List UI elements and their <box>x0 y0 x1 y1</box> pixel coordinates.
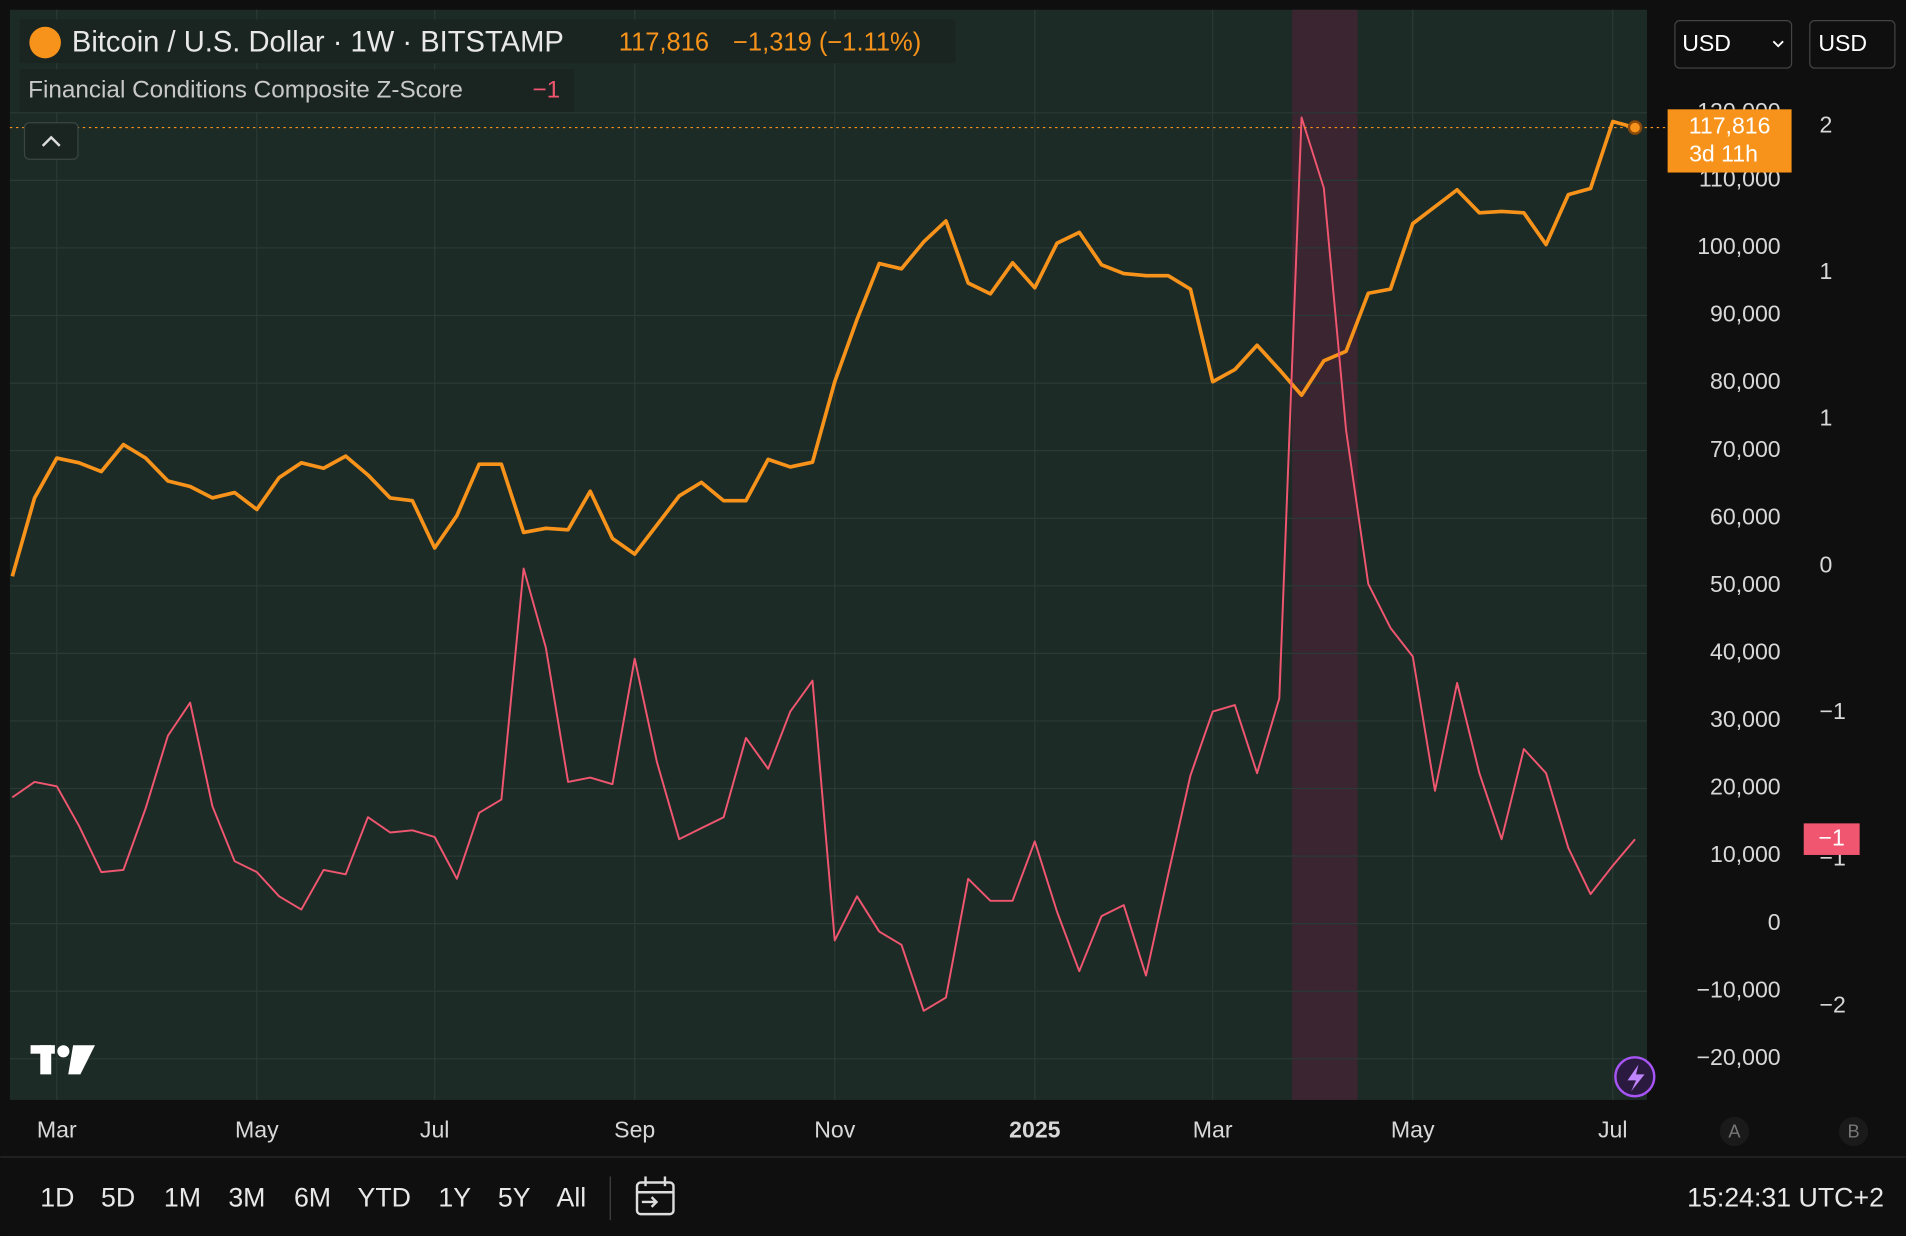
z-tag-value: −1 <box>1819 824 1845 850</box>
price-tag-value: 117,816 <box>1689 113 1771 139</box>
x-tick-label: Sep <box>614 1117 655 1143</box>
indicator-value: −1 <box>532 77 560 104</box>
range-button[interactable]: 1D <box>40 1183 74 1213</box>
currency: USD <box>1818 30 1867 56</box>
header-bar <box>19 19 956 64</box>
date-range-icon[interactable] <box>635 1176 675 1216</box>
y-tick-label: 10,000 <box>1710 841 1781 867</box>
indicator-name: Financial Conditions Composite Z-Score <box>28 77 463 104</box>
y-tick-label: 60,000 <box>1710 503 1781 529</box>
y2-tick-label: 1 <box>1820 258 1833 284</box>
assistant-icon <box>1627 1064 1645 1092</box>
y-tick-label: −10,000 <box>1697 976 1781 1002</box>
collapse-icon <box>41 135 61 147</box>
last-price: 117,816 <box>619 28 709 56</box>
price-tag <box>1667 109 1792 173</box>
y2-tick-label: 2 <box>1820 111 1833 137</box>
z-tag <box>1803 823 1860 855</box>
series-line <box>11 116 1636 1012</box>
coin-icon <box>29 26 61 59</box>
y-tick-label: 50,000 <box>1710 571 1781 597</box>
clock: 15:24:31 UTC+2 <box>1687 1183 1884 1213</box>
logo <box>30 1045 95 1075</box>
symbol: Bitcoin / U.S. Dollar · 1W · BITSTAMP <box>72 26 564 58</box>
price-tag-countdown: 3d 11h <box>1689 141 1758 167</box>
y-tick-label: 0 <box>1768 909 1781 935</box>
scale-label: A <box>1728 1121 1741 1142</box>
y-tick-label: 80,000 <box>1710 368 1781 394</box>
currency-select[interactable] <box>1674 20 1793 69</box>
x-tick-label: Jul <box>1598 1117 1628 1143</box>
scale-label: B <box>1847 1121 1859 1142</box>
price-change: −1,319 (−1.11%) <box>733 28 921 56</box>
indicator-bar <box>19 69 574 112</box>
range-button[interactable]: All <box>557 1183 587 1213</box>
currency: USD <box>1682 30 1731 56</box>
range-button[interactable]: 1Y <box>438 1183 471 1213</box>
scale-button[interactable] <box>1838 1116 1869 1147</box>
highlight-band <box>1292 9 1358 1100</box>
y-tick-label: 70,000 <box>1710 436 1781 462</box>
range-button[interactable]: YTD <box>358 1183 411 1213</box>
collapse-button[interactable] <box>23 122 79 160</box>
series-line <box>10 119 1636 577</box>
y-tick-label: 100,000 <box>1697 233 1780 259</box>
dropdown-icon <box>1772 40 1784 48</box>
x-tick-label: May <box>1391 1117 1435 1143</box>
x-tick-label: Jul <box>420 1117 450 1143</box>
range-button[interactable]: 1M <box>164 1183 201 1213</box>
y2-tick-label: −2 <box>1820 991 1846 1017</box>
y-tick-label: −20,000 <box>1697 1044 1781 1070</box>
x-tick-label: 2025 <box>1009 1117 1061 1143</box>
y-tick-label: 40,000 <box>1710 638 1781 664</box>
range-button[interactable]: 6M <box>294 1183 331 1213</box>
plot-area <box>9 9 1647 1100</box>
last-point <box>1627 120 1643 135</box>
y2-tick-label: 1 <box>1820 405 1833 431</box>
range-button[interactable]: 5D <box>101 1183 135 1213</box>
y-tick-label: 90,000 <box>1710 301 1781 327</box>
x-tick-label: Nov <box>814 1117 856 1143</box>
x-tick-label: Mar <box>1193 1117 1233 1143</box>
scale-button[interactable] <box>1719 1116 1750 1147</box>
y2-tick-label: 0 <box>1820 551 1833 577</box>
x-tick-label: Mar <box>37 1117 77 1143</box>
y-tick-label: 20,000 <box>1710 774 1781 800</box>
range-button[interactable]: 3M <box>228 1183 265 1213</box>
x-tick-label: May <box>235 1117 279 1143</box>
y2-tick-label: −1 <box>1820 698 1846 724</box>
y-tick-label: 30,000 <box>1710 706 1781 732</box>
currency-select[interactable] <box>1809 20 1896 69</box>
range-button[interactable]: 5Y <box>498 1183 531 1213</box>
